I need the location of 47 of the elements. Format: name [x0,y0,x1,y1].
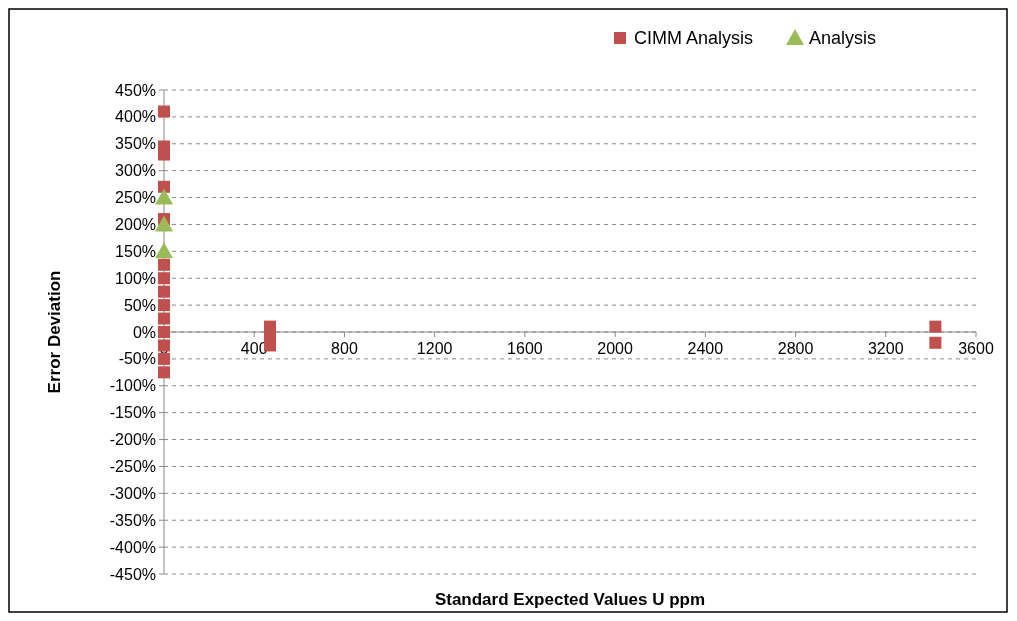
x-tick-label: 2800 [777,340,814,357]
x-tick-label: 3200 [867,340,904,357]
y-tick-label: 100% [115,269,156,287]
legend-label: CIMM Analysis [634,28,754,49]
y-tick-label: -350% [109,511,156,529]
point [158,339,170,352]
point [929,336,942,349]
point [158,299,170,312]
y-tick-label: -50% [118,350,156,368]
point [929,320,942,333]
y-tick-label: -300% [109,484,156,502]
y-tick-label: 150% [115,242,156,260]
point [158,366,170,379]
point [155,242,173,259]
x-tick-label: 1200 [416,340,453,357]
point [158,180,170,193]
y-tick-label: 0% [132,323,156,341]
point [158,272,170,285]
y-tick-label: 400% [115,108,156,126]
y-tick-label: -450% [109,565,156,583]
x-tick-label: 1600 [507,340,543,357]
point [155,215,173,232]
point [158,105,170,118]
point [158,352,170,365]
point [158,326,170,338]
y-tick-label: 450% [115,81,156,99]
x-tick-label: 2400 [687,340,724,357]
y-tick-label: 250% [115,189,156,207]
y-tick-label: -400% [109,538,156,556]
x-tick-label: 800 [331,340,358,357]
x-tick-label: 2000 [597,340,634,357]
y-axis-title: Error Deviation [45,270,64,394]
y-tick-label: 300% [115,162,156,180]
x-tick-label: 3600 [958,340,994,357]
point [158,258,170,271]
y-tick-label: -100% [109,377,156,395]
x-axis-title: Standard Expected Values U ppm [434,590,706,609]
y-tick-label: -150% [109,404,156,422]
y-tick-label: 50% [123,296,156,314]
point [155,188,173,205]
legend-label: Analysis [809,28,877,49]
y-tick-label: -250% [109,458,156,476]
y-tick-label: -200% [109,431,156,449]
point [158,312,170,325]
point [158,285,170,298]
y-tick-label: 350% [115,135,156,153]
y-tick-label: 200% [115,216,156,234]
